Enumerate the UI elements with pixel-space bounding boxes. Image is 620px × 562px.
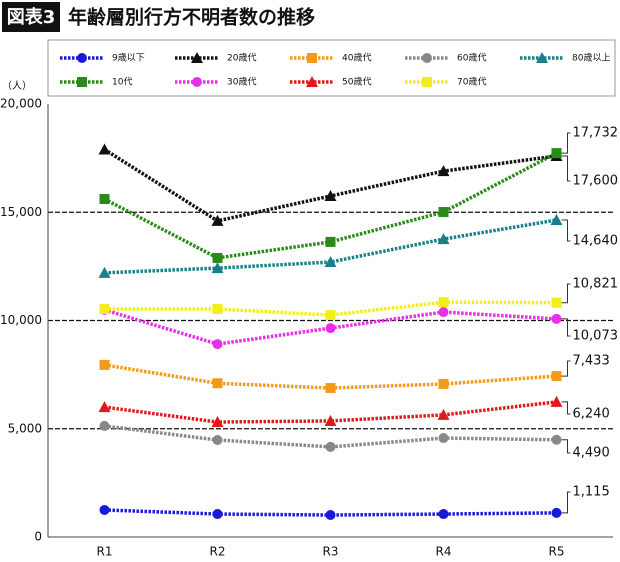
marker [551,148,562,159]
x-tick-label: R1 [97,545,113,559]
marker [98,266,111,278]
value-label: 1,115 [573,485,610,500]
legend-label: 30歳代 [227,76,256,88]
marker [551,297,562,308]
marker [77,53,87,63]
leader-line [561,439,571,454]
badge: 図表3 [7,6,56,28]
marker [551,371,562,382]
marker [437,408,450,420]
marker [324,190,337,202]
marker [551,507,562,518]
marker [438,433,449,444]
leader-line [561,360,571,377]
marker [212,304,223,315]
marker [536,52,548,63]
legend-label: 10代 [112,77,132,88]
marker [551,434,562,445]
marker [307,53,317,63]
leader-line [561,491,571,514]
leader-line [561,219,571,242]
marker [191,52,203,63]
marker [325,236,336,247]
y-tick-label: 20,000 [0,97,42,111]
value-label: 17,732 [573,126,619,141]
marker [438,297,449,308]
value-label: 10,073 [573,329,619,344]
marker [99,420,110,431]
marker [325,510,336,521]
marker [325,310,336,321]
x-tick-label: R3 [323,545,339,559]
marker [306,76,318,87]
marker [99,304,110,315]
value-label: 7,433 [573,354,610,369]
chart-title: 年齢層別行方不明者数の推移 [68,6,315,29]
series-line [104,400,557,424]
leader-line [561,318,571,337]
marker [99,194,110,205]
x-tick-label: R5 [549,545,565,559]
marker [211,214,224,226]
marker [99,359,110,370]
leader-line [561,132,571,154]
marker [325,323,336,334]
badge-box [2,2,60,32]
series-line [104,424,557,449]
marker [551,313,562,324]
marker [77,77,87,87]
leader-line [561,155,571,182]
value-label: 14,640 [573,234,619,249]
marker [212,509,223,520]
marker [324,256,337,268]
marker [422,53,432,63]
y-tick-label: 10,000 [0,313,42,327]
marker [99,504,110,515]
marker [437,165,450,177]
marker [438,307,449,318]
y-tick-label: 15,000 [0,205,42,219]
marker [212,252,223,263]
legend-box [47,39,616,97]
marker [324,414,337,426]
marker [212,339,223,350]
legend-label: 9歳以下 [112,52,145,64]
marker [325,383,336,394]
leader-line [561,283,571,304]
marker [212,435,223,446]
marker [437,233,450,245]
marker [325,441,336,452]
series-line [103,147,557,223]
legend-label: 60歳代 [457,52,486,64]
x-tick-label: R2 [210,545,226,559]
series-line [104,363,557,390]
marker [550,395,563,407]
leader-line [561,401,571,415]
marker [211,416,224,428]
marker [438,207,449,218]
y-axis-label: （人） [2,80,32,92]
legend-label: 50歳代 [342,76,371,88]
y-tick-label: 0 [34,530,42,544]
value-label: 17,600 [573,174,619,189]
marker [211,262,224,274]
legend-label: 20歳代 [227,52,256,64]
marker [212,378,223,389]
x-tick-label: R4 [436,545,452,559]
y-tick-label: 5,000 [8,421,42,435]
marker [98,401,111,413]
legend-label: 40歳代 [342,52,371,64]
marker [550,214,563,226]
legend-label: 70歳代 [457,76,486,88]
marker [98,143,111,155]
marker [422,77,432,87]
marker [192,77,202,87]
marker [438,378,449,389]
value-label: 10,821 [573,277,619,292]
value-label: 4,490 [573,446,610,461]
legend-label: 80歳以上 [572,52,610,64]
value-label: 6,240 [573,407,610,422]
marker [438,509,449,520]
